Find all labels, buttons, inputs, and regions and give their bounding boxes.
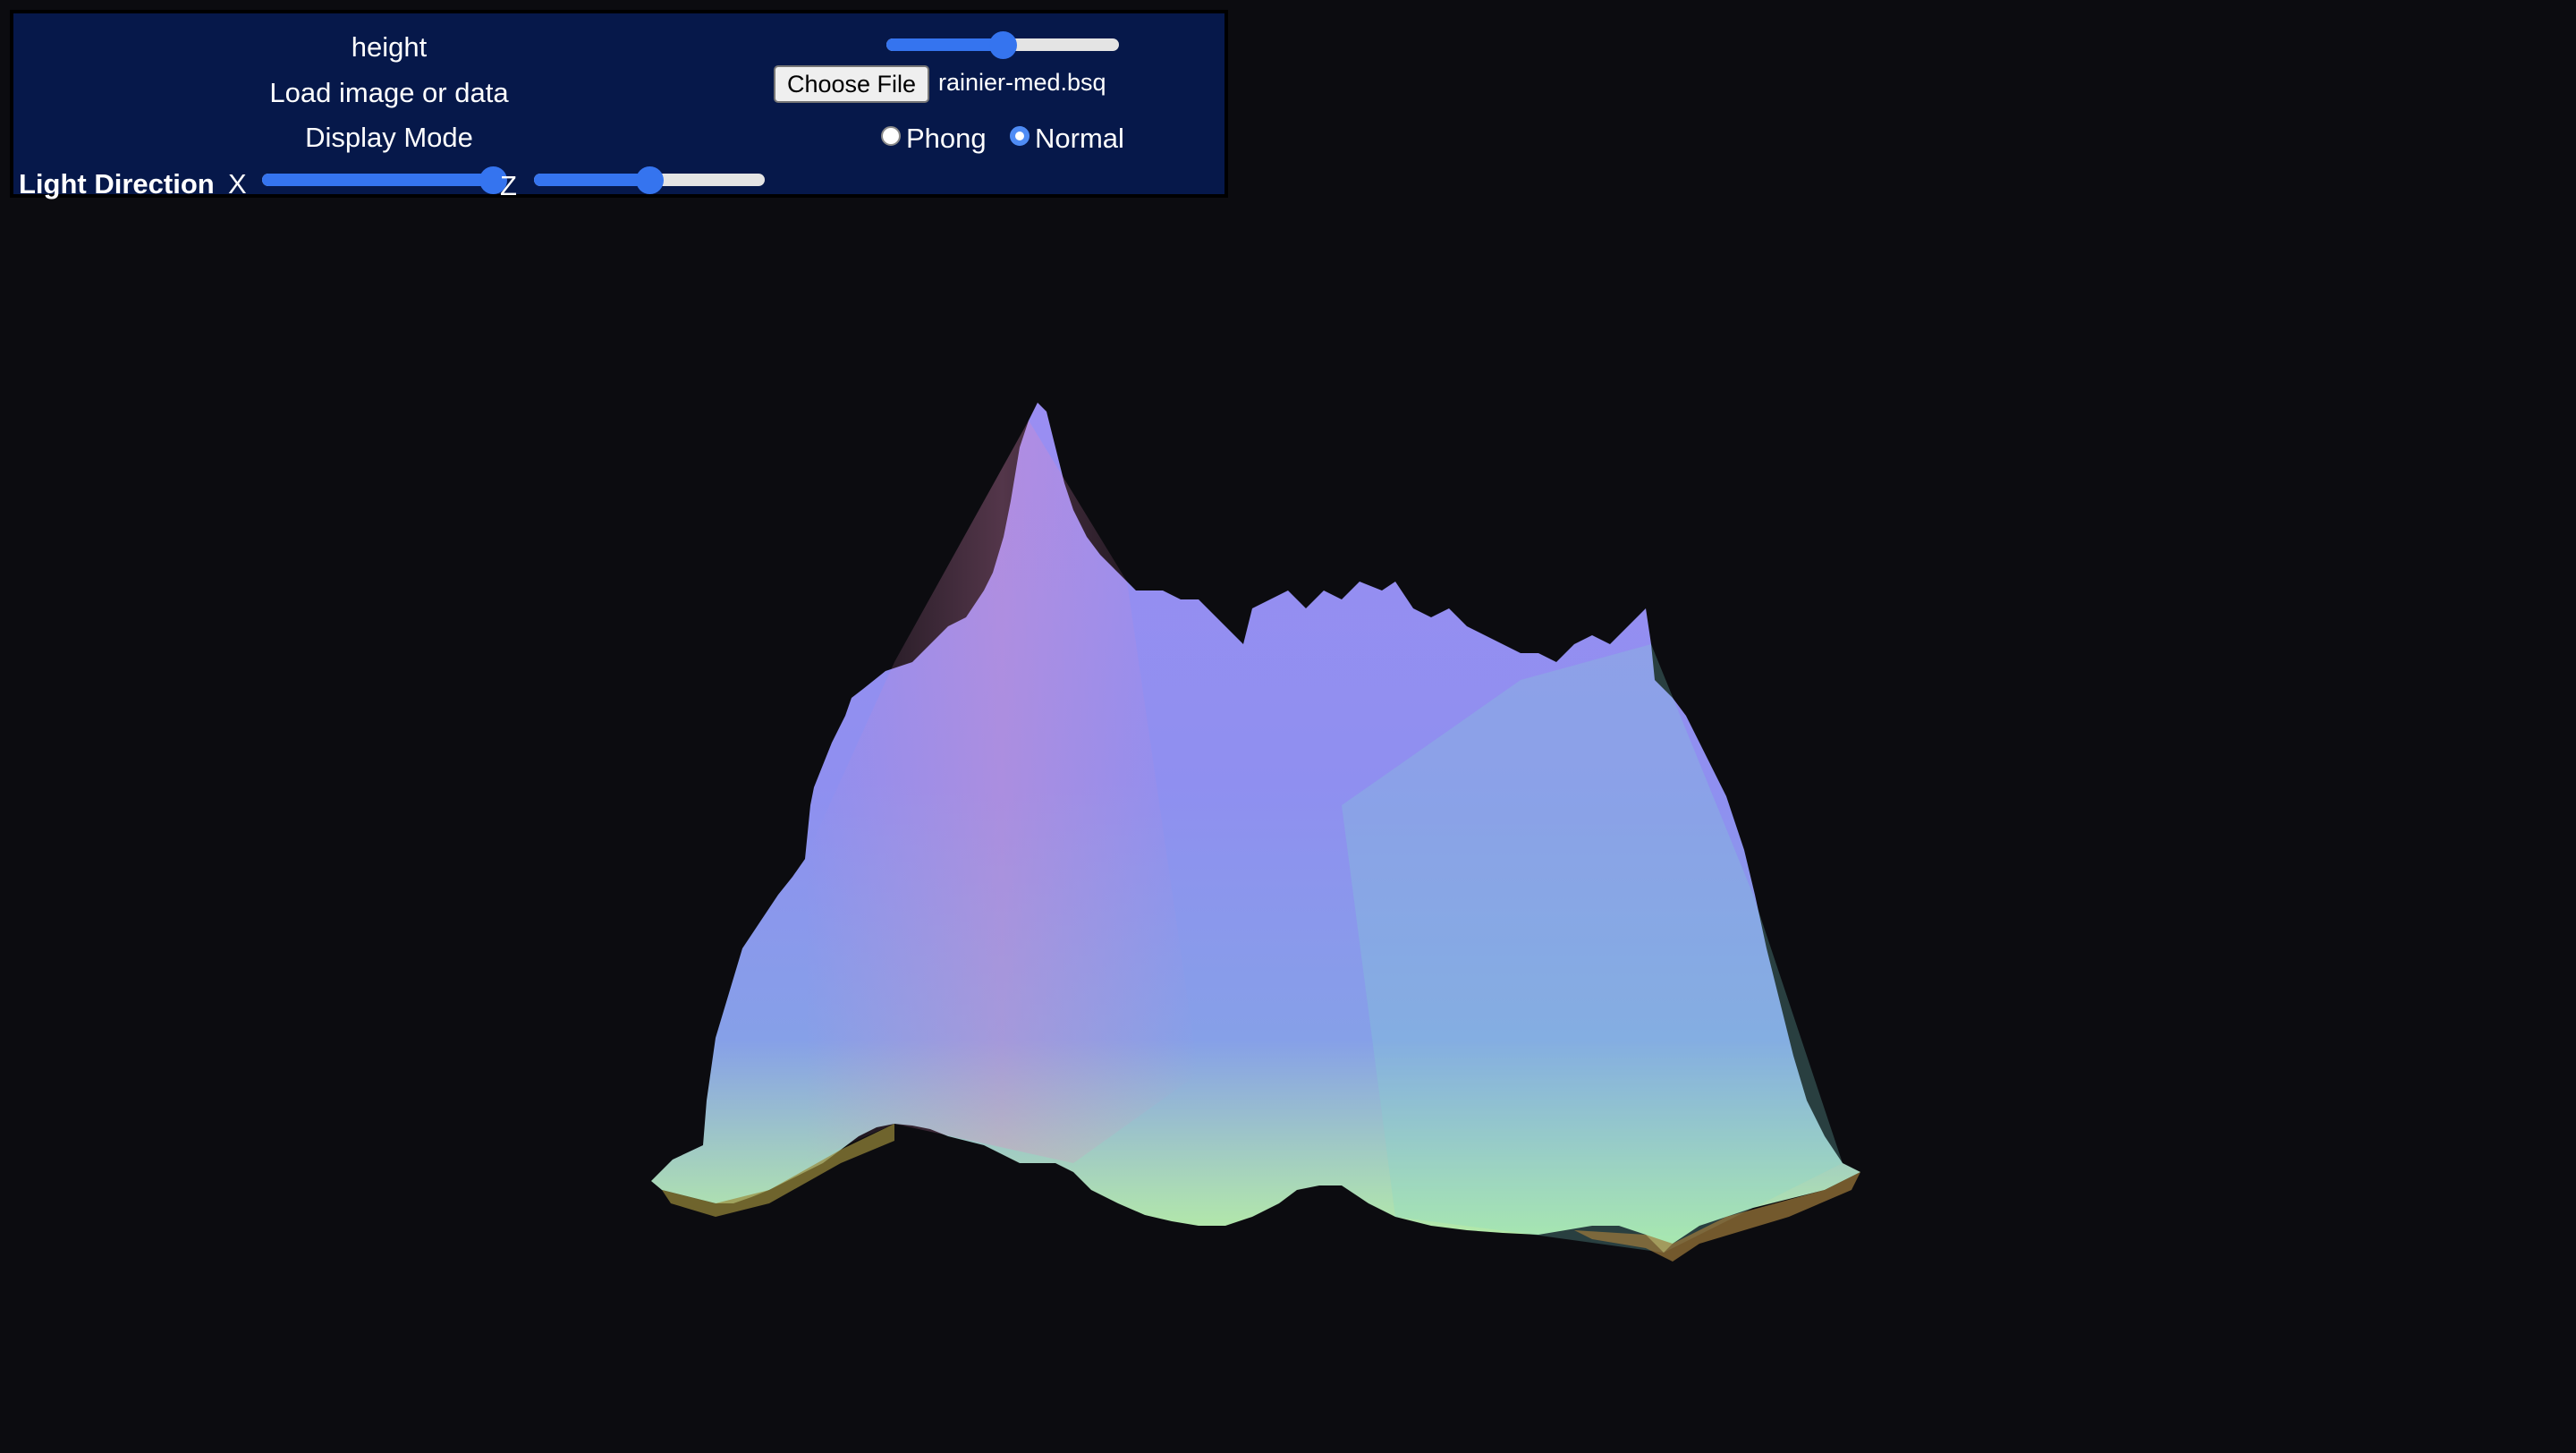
terrain-shading-left [805, 421, 1199, 1163]
display-mode-label: Display Mode [305, 122, 473, 153]
file-name-text: rainier-med.bsq [938, 69, 1106, 96]
height-slider[interactable] [886, 30, 1119, 59]
display-mode-phong-radio[interactable] [881, 126, 901, 146]
height-slider-thumb[interactable] [989, 30, 1017, 59]
light-x-slider[interactable] [262, 166, 507, 194]
display-mode-normal-radio[interactable] [1010, 126, 1030, 146]
terrain-shading-right [1342, 644, 1843, 1253]
height-label: height [351, 31, 428, 63]
controls-panel: height Load image or data Choose File ra… [10, 10, 1228, 201]
light-z-label: Z [500, 170, 517, 201]
terrain-base-edge-right [1574, 1172, 1860, 1262]
light-x-slider-thumb[interactable] [479, 166, 507, 194]
light-z-slider[interactable] [534, 166, 765, 194]
load-label: Load image or data [269, 77, 509, 108]
display-mode-phong-label[interactable]: Phong [906, 123, 987, 154]
light-z-slider-thumb[interactable] [636, 166, 664, 194]
terrain-base-edge [662, 1124, 894, 1217]
choose-file-button[interactable]: Choose File [774, 65, 929, 103]
light-direction-label: Light Direction [19, 168, 215, 200]
light-x-label: X [228, 168, 247, 200]
display-mode-normal-label[interactable]: Normal [1035, 123, 1124, 154]
